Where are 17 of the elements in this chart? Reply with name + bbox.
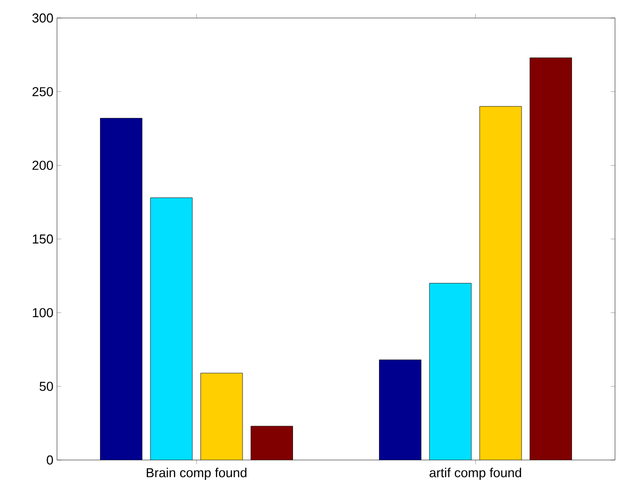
bar	[379, 360, 422, 460]
y-tick-label: 0	[46, 455, 53, 465]
bar	[429, 283, 472, 460]
y-tick-label: 50	[40, 382, 53, 391]
y-tick-label: 300	[32, 13, 53, 23]
x-tick-label: Brain comp found	[146, 468, 246, 480]
y-tick-label: 250	[32, 87, 53, 96]
bar	[479, 106, 522, 460]
x-tick-label: artif comp found	[430, 468, 522, 480]
y-tick-label: 150	[32, 234, 53, 244]
bar	[200, 372, 243, 460]
y-tick-label: 200	[32, 160, 53, 170]
bar	[250, 426, 293, 460]
bar	[530, 58, 572, 460]
bar	[150, 198, 193, 460]
y-tick-label: 100	[32, 308, 53, 318]
bar	[100, 118, 142, 460]
